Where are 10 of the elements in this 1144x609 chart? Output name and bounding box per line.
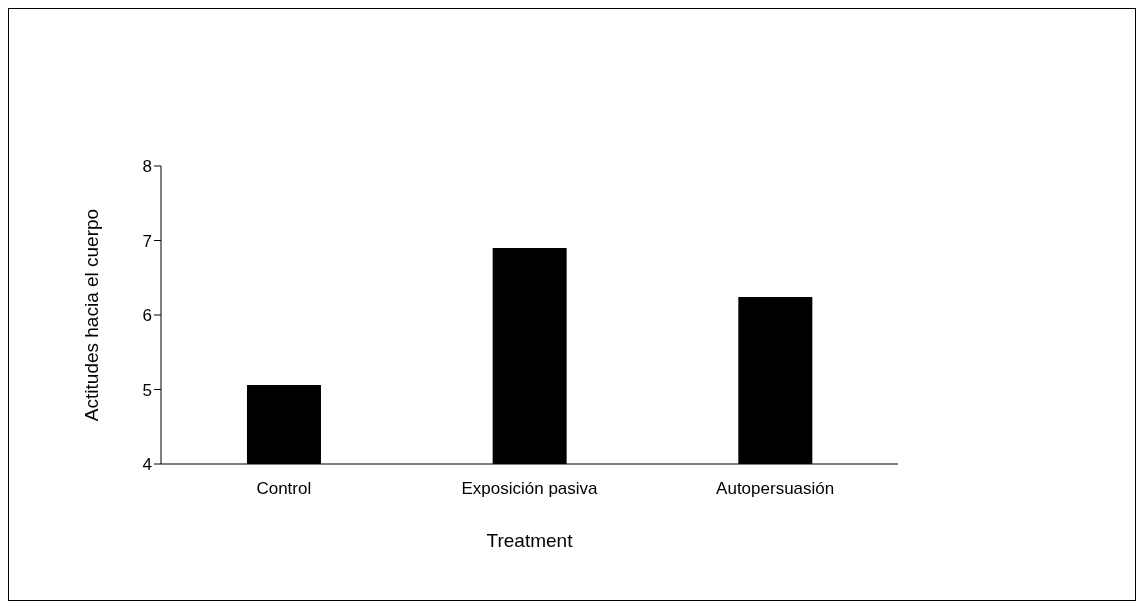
x-axis-title: Treatment <box>486 530 574 552</box>
y-tick-label: 5 <box>142 380 152 400</box>
y-tick-label: 8 <box>142 157 152 177</box>
y-tick-label: 4 <box>142 455 152 475</box>
y-tick-label: 7 <box>142 231 152 251</box>
y-axis-title: Actitudes hacia el cuerpo <box>80 208 102 422</box>
x-tick-label: Exposición pasiva <box>461 479 599 499</box>
y-tick-label: 6 <box>142 306 152 326</box>
x-tick-label: Autopersuasión <box>716 479 835 499</box>
x-tick-label: Control <box>256 479 312 499</box>
